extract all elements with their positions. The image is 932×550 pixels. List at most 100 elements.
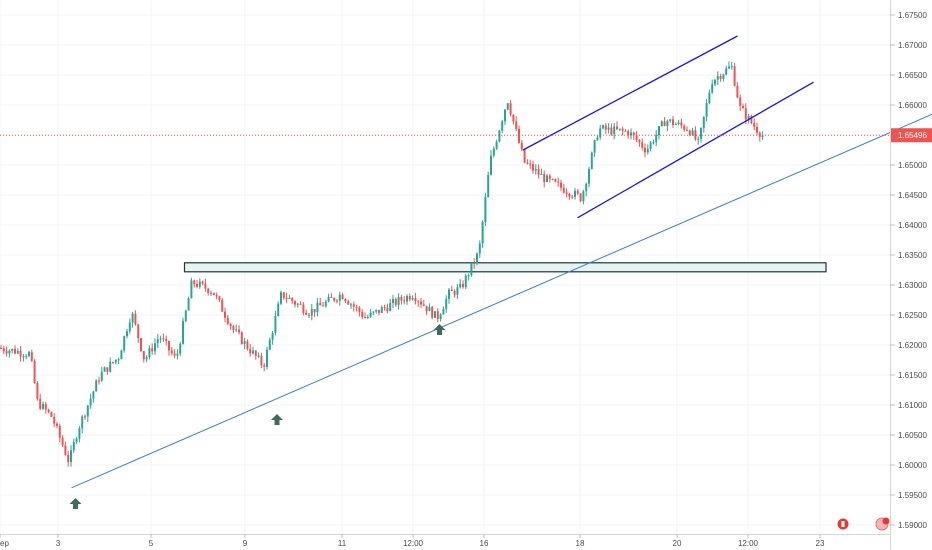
candle-body bbox=[548, 175, 551, 179]
candle-body bbox=[481, 221, 484, 244]
candle-body bbox=[554, 179, 557, 182]
candle-body bbox=[756, 126, 758, 133]
candle-body bbox=[459, 283, 462, 288]
candle-body bbox=[428, 306, 431, 312]
candle-body bbox=[50, 412, 53, 417]
last-price-badge bbox=[891, 128, 932, 143]
candle-body bbox=[372, 311, 375, 313]
candle-body bbox=[739, 97, 742, 106]
candle-body bbox=[747, 115, 750, 120]
resistance-zone[interactable] bbox=[183, 262, 827, 273]
channel-lower-line[interactable] bbox=[577, 81, 814, 219]
candle-body bbox=[742, 105, 744, 109]
support-arrows bbox=[69, 324, 446, 509]
channel-upper-line[interactable] bbox=[522, 35, 738, 151]
candle-body bbox=[224, 311, 226, 318]
candle-body bbox=[198, 281, 201, 287]
candle-body bbox=[593, 140, 596, 153]
last-price-label: 1.65496 bbox=[898, 131, 927, 140]
candle-body bbox=[683, 125, 686, 130]
candle-body bbox=[280, 292, 282, 304]
candle-body bbox=[184, 310, 187, 322]
candle-body bbox=[431, 306, 434, 318]
candle-body bbox=[243, 341, 246, 344]
candle-body bbox=[103, 367, 106, 372]
candle-body bbox=[649, 142, 652, 149]
time-tick-label: 20 bbox=[673, 539, 682, 548]
candle-body bbox=[8, 350, 11, 354]
time-tick-label: 9 bbox=[243, 539, 248, 548]
candle-body bbox=[400, 297, 403, 301]
candle-body bbox=[383, 307, 386, 309]
candle-body bbox=[72, 442, 75, 451]
candle-body bbox=[420, 301, 422, 305]
drawings[interactable] bbox=[71, 35, 932, 489]
candle-body bbox=[218, 296, 221, 300]
candle-body bbox=[89, 398, 92, 406]
price-tick-label: 1.59500 bbox=[898, 491, 927, 500]
events-badge-icon bbox=[882, 517, 890, 525]
candle-body bbox=[744, 108, 747, 120]
candle-body bbox=[386, 307, 389, 311]
candle-body bbox=[705, 103, 708, 117]
candle-body bbox=[319, 302, 322, 306]
candle-body bbox=[434, 311, 436, 318]
candle-body bbox=[350, 304, 352, 306]
candle-body bbox=[506, 103, 509, 110]
candle-body bbox=[562, 187, 565, 193]
candle-body bbox=[691, 130, 694, 135]
price-tick-label: 1.67500 bbox=[898, 11, 927, 20]
candle-body bbox=[112, 361, 114, 363]
candle-body bbox=[117, 359, 120, 361]
candle-body bbox=[193, 280, 196, 285]
candle-body bbox=[266, 349, 268, 367]
candle-body bbox=[352, 304, 355, 307]
events-icons[interactable] bbox=[837, 517, 890, 531]
candle-body bbox=[616, 126, 618, 130]
candle-body bbox=[498, 130, 501, 142]
candle-body bbox=[635, 135, 638, 141]
candle-body bbox=[302, 304, 305, 313]
candle-body bbox=[14, 348, 16, 354]
candle-body bbox=[44, 404, 47, 410]
candle-body bbox=[277, 303, 280, 316]
candle-body bbox=[252, 350, 254, 354]
time-axis[interactable]: ep 3 5 9 11 12:00 16 18 20 12:00 23 bbox=[0, 534, 825, 548]
candle-body bbox=[310, 309, 313, 316]
candle-body bbox=[47, 409, 50, 413]
candle-body bbox=[126, 331, 128, 337]
candle-body bbox=[422, 304, 425, 306]
candle-body bbox=[378, 309, 380, 313]
candle-body bbox=[140, 338, 142, 352]
candle-body bbox=[254, 350, 257, 356]
candle-body bbox=[282, 292, 285, 298]
candle-body bbox=[540, 173, 543, 175]
candle-body bbox=[750, 115, 753, 124]
candle-body bbox=[221, 299, 224, 312]
candle-body bbox=[75, 438, 78, 443]
candle-body bbox=[263, 365, 266, 367]
candle-body bbox=[299, 303, 302, 305]
price-axis[interactable]: 1.675001.670001.665001.660001.655001.650… bbox=[890, 11, 927, 530]
candle-body bbox=[25, 356, 28, 358]
last-price-tag: 1.65496 bbox=[891, 128, 932, 143]
candle-body bbox=[86, 405, 89, 417]
candle-body bbox=[456, 287, 459, 295]
candle-body bbox=[414, 298, 417, 302]
candle-body bbox=[106, 367, 109, 372]
candle-body bbox=[551, 178, 554, 180]
candle-body bbox=[669, 119, 672, 122]
candle-body bbox=[67, 454, 70, 463]
candle-body bbox=[61, 437, 64, 446]
candle-body bbox=[366, 316, 369, 318]
time-tick-label: ep bbox=[0, 539, 9, 548]
ascending-trendline[interactable] bbox=[71, 108, 932, 489]
resistance-zone-box[interactable] bbox=[183, 262, 827, 273]
candle-body bbox=[201, 281, 204, 284]
candle-body bbox=[660, 121, 663, 127]
candle-body bbox=[204, 283, 207, 289]
candle-body bbox=[618, 128, 621, 130]
candle-body bbox=[478, 243, 481, 254]
candle-body bbox=[294, 301, 296, 305]
